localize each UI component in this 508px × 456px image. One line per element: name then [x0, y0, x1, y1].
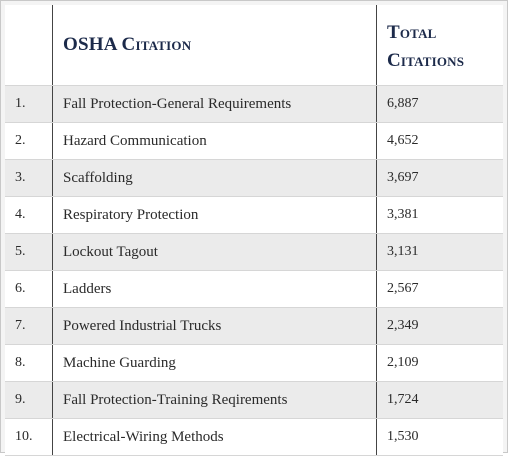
row-number: 9.: [5, 381, 53, 419]
table-head: OSHA Citation Total Citations: [5, 5, 503, 86]
header-cell: OSHA Citation: [52, 5, 377, 86]
citation-name: Respiratory Protection: [52, 196, 377, 234]
row-number: 8.: [5, 344, 53, 382]
citation-count: 6,887: [376, 85, 503, 123]
table-row: 9. Fall Protection-Training Reqirements 1,…: [5, 381, 503, 419]
citation-count: 3,131: [376, 233, 503, 271]
header-row: OSHA Citation Total Citations: [5, 5, 503, 86]
row-number: 5.: [5, 233, 53, 271]
citation-count: 1,724: [376, 381, 503, 419]
row-number: 7.: [5, 307, 53, 345]
table: OSHA Citation Total Citations 1. Fall Pro…: [5, 5, 503, 456]
table-row: 8. Machine Guarding 2,109: [5, 344, 503, 382]
table-row: 6. Ladders 2,567: [5, 270, 503, 308]
citation-count: 2,567: [376, 270, 503, 308]
row-number: 1.: [5, 85, 53, 123]
table-row: 5. Lockout Tagout 3,131: [5, 233, 503, 271]
table-row: 1. Fall Protection-General Requirements 6,…: [5, 85, 503, 123]
table-row: 4. Respiratory Protection 3,381: [5, 196, 503, 234]
row-number: 6.: [5, 270, 53, 308]
citation-name: Machine Guarding: [52, 344, 377, 382]
table-row: 3. Scaffolding 3,697: [5, 159, 503, 197]
row-number: 3.: [5, 159, 53, 197]
header-cell: [5, 5, 53, 86]
row-number: 10.: [5, 418, 53, 456]
citation-name: Scaffolding: [52, 159, 377, 197]
citation-name: Electrical-Wiring Methods: [52, 418, 377, 456]
citation-name: Ladders: [52, 270, 377, 308]
table-row: 10. Electrical-Wiring Methods 1,530: [5, 418, 503, 456]
citation-name: Lockout Tagout: [52, 233, 377, 271]
row-number: 2.: [5, 122, 53, 160]
citation-name: Fall Protection-General Requirements: [52, 85, 377, 123]
row-number: 4.: [5, 196, 53, 234]
citation-name: Fall Protection-Training Reqirements: [52, 381, 377, 419]
table-body: 1. Fall Protection-General Requirements 6,…: [5, 85, 503, 456]
citation-count: 1,530: [376, 418, 503, 456]
citation-name: Hazard Communication: [52, 122, 377, 160]
header-cell: Total Citations: [376, 5, 503, 86]
citation-count: 2,109: [376, 344, 503, 382]
citation-count: 3,381: [376, 196, 503, 234]
table-row: 7. Powered Industrial Trucks 2,349: [5, 307, 503, 345]
citation-name: Powered Industrial Trucks: [52, 307, 377, 345]
citation-count: 4,652: [376, 122, 503, 160]
table-row: 2. Hazard Communication 4,652: [5, 122, 503, 160]
citation-count: 3,697: [376, 159, 503, 197]
citation-count: 2,349: [376, 307, 503, 345]
